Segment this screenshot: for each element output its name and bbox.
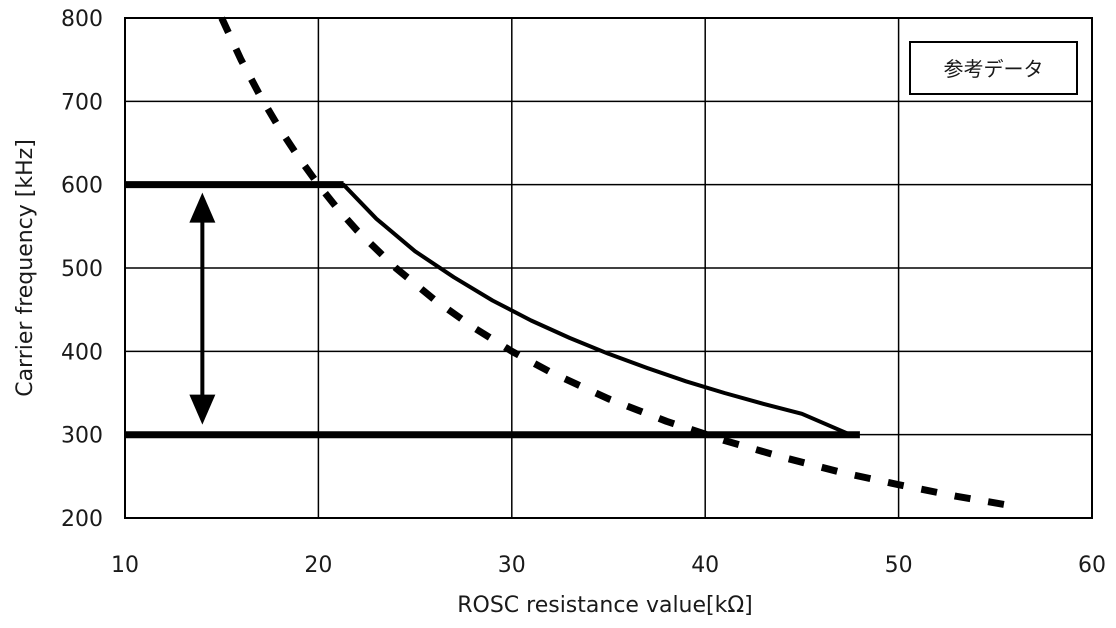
range-arrow-head-down xyxy=(189,394,216,425)
y-tick-label: 700 xyxy=(61,90,103,115)
y-tick-label: 300 xyxy=(61,424,103,449)
y-tick-label: 200 xyxy=(61,507,103,532)
series-line-2-solid xyxy=(125,182,852,437)
legend-box-text: 参考データ xyxy=(944,57,1044,81)
x-tick-label: 50 xyxy=(885,553,913,578)
x-tick-label: 40 xyxy=(691,553,719,578)
series-layer xyxy=(125,16,1016,510)
y-tick-label: 800 xyxy=(61,7,103,32)
tick-labels: 10 20 30 40 50 60 200 300 400 500 600 700 800 xyxy=(61,7,1106,578)
x-tick-label: 10 xyxy=(111,553,139,578)
series-line-1-dashed xyxy=(218,16,1016,510)
x-tick-label: 60 xyxy=(1078,553,1106,578)
range-arrow-head-up xyxy=(189,192,216,223)
x-axis-label: ROSC resistance value[kΩ] xyxy=(457,593,753,618)
x-tick-label: 30 xyxy=(498,553,526,578)
y-tick-label: 500 xyxy=(61,257,103,282)
y-tick-label: 600 xyxy=(61,174,103,199)
legend-box-frame xyxy=(909,41,1078,95)
legend-box: 参考データ xyxy=(909,41,1078,95)
y-tick-label: 400 xyxy=(61,340,103,365)
plot-frame xyxy=(124,17,1093,519)
annotation-layer xyxy=(189,192,216,425)
x-tick-label: 20 xyxy=(304,553,332,578)
y-axis-label: Carrier frequency [kHz] xyxy=(13,139,38,397)
